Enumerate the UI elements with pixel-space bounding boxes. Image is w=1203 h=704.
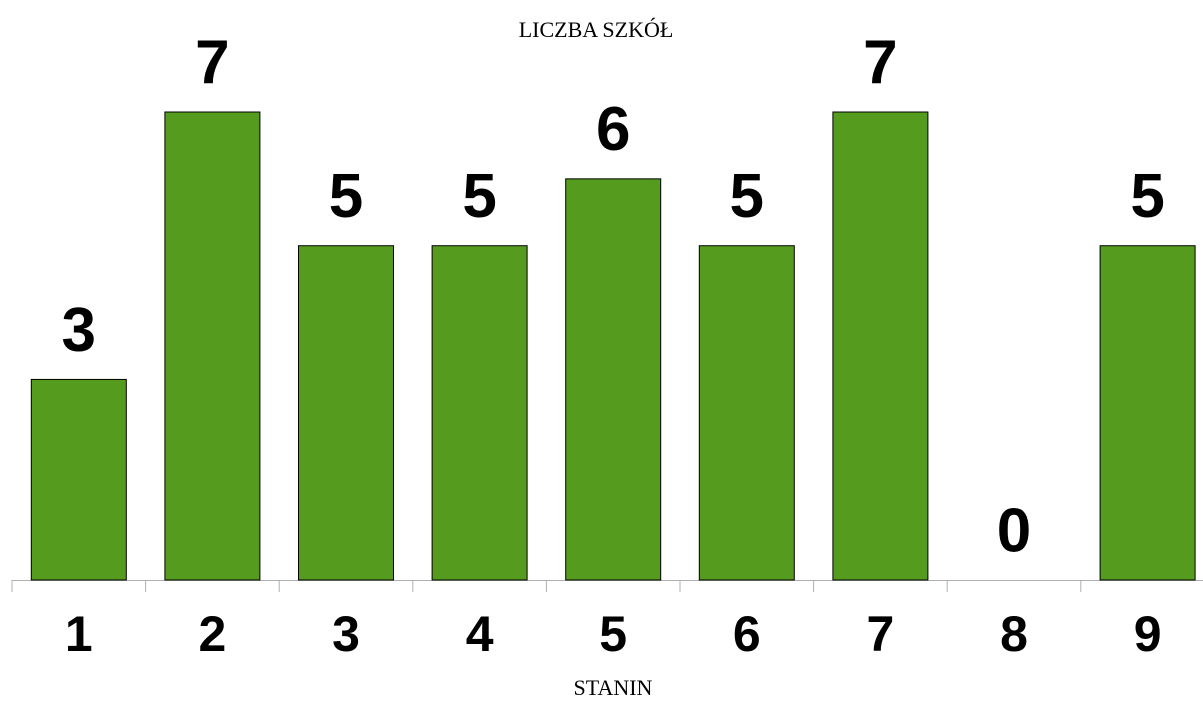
x-tick-label: 8	[1000, 606, 1028, 662]
data-label: 5	[1130, 162, 1164, 231]
data-label: 5	[462, 162, 496, 231]
data-label: 7	[195, 28, 229, 97]
x-tick-label: 1	[65, 606, 93, 662]
data-label: 5	[329, 162, 363, 231]
data-label: 7	[863, 28, 897, 97]
bar	[164, 111, 261, 581]
x-tick-label: 4	[466, 606, 494, 662]
bar	[298, 245, 394, 581]
chart-title: LICZBA SZKÓŁ	[519, 17, 674, 42]
x-tick-label: 5	[599, 606, 627, 662]
x-tick-label: 3	[332, 606, 360, 662]
data-label: 6	[596, 95, 630, 164]
x-tick-label: 6	[733, 606, 761, 662]
x-tick-label: 2	[198, 606, 226, 662]
data-label: 5	[730, 162, 764, 231]
x-tick-label: 7	[866, 606, 894, 662]
x-axis-label: STANIN	[574, 675, 653, 700]
bar	[431, 245, 528, 581]
data-label: 3	[62, 296, 96, 365]
x-tick-label: 9	[1134, 606, 1162, 662]
bar	[698, 245, 795, 581]
bar	[1099, 245, 1196, 581]
bar	[832, 111, 929, 581]
bar	[30, 378, 127, 581]
bar	[565, 178, 662, 581]
data-label: 0	[997, 496, 1031, 565]
